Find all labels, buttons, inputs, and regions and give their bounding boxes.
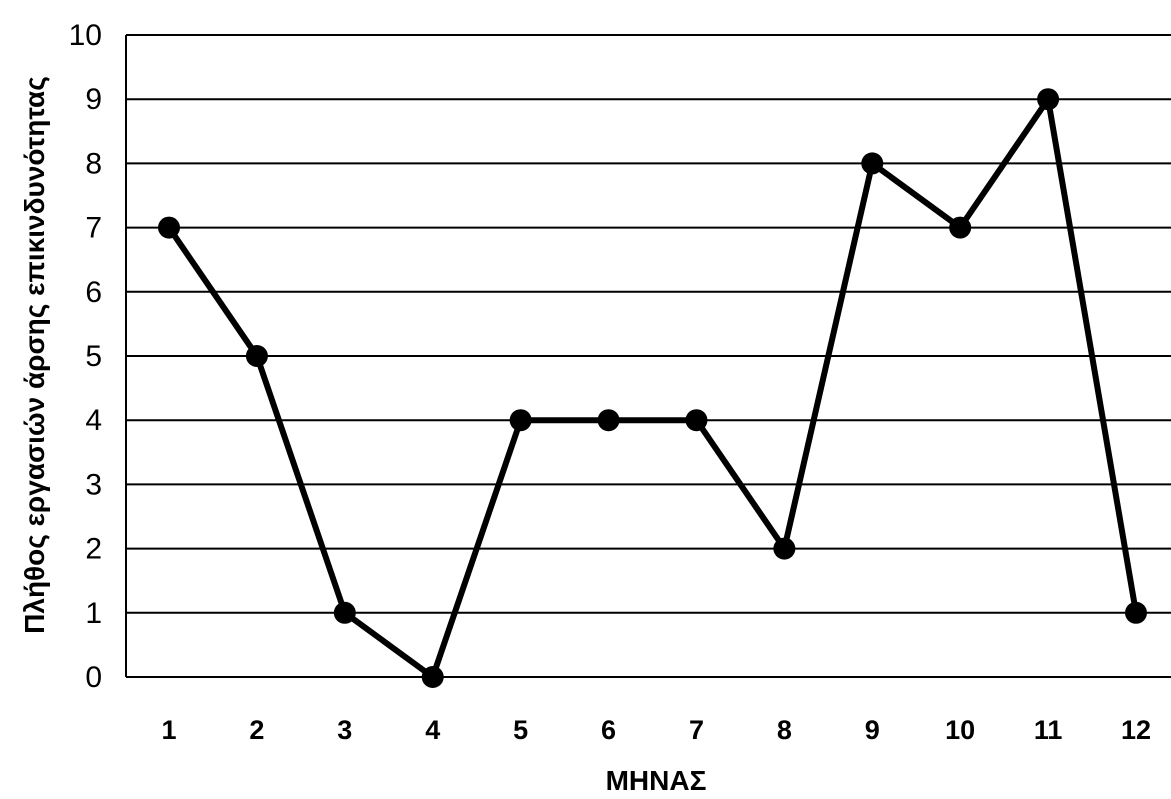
y-tick-label-9: 9 xyxy=(85,83,102,116)
series-line xyxy=(166,96,1139,680)
x-tick-label-5: 5 xyxy=(513,715,528,745)
data-point-1 xyxy=(158,216,180,239)
data-point-8 xyxy=(773,537,796,560)
x-tick-label-3: 3 xyxy=(337,715,352,745)
y-tick-label-2: 2 xyxy=(85,533,102,566)
data-points xyxy=(158,88,1147,688)
x-tick-label-1: 1 xyxy=(161,715,176,745)
y-tick-label-1: 1 xyxy=(85,597,102,630)
y-tick-label-0: 0 xyxy=(85,661,102,694)
x-tick-label-8: 8 xyxy=(777,715,792,745)
y-axis-title: Πλήθος εργασιών άρσης επικινδυνότητας xyxy=(19,76,50,634)
data-point-3 xyxy=(333,601,356,624)
gridlines xyxy=(126,34,1171,614)
y-tick-label-6: 6 xyxy=(85,276,102,309)
x-tick-label-6: 6 xyxy=(601,715,616,745)
axes xyxy=(125,35,1171,678)
x-tick-label-4: 4 xyxy=(425,715,440,745)
x-tick-label-10: 10 xyxy=(945,715,975,745)
data-point-12 xyxy=(1125,601,1147,624)
data-point-7 xyxy=(685,409,708,432)
x-tick-label-2: 2 xyxy=(249,715,264,745)
x-axis-title: ΜΗΝΑΣ xyxy=(606,765,707,796)
y-tick-label-5: 5 xyxy=(85,340,102,373)
series-line-0 xyxy=(166,96,1139,680)
data-point-10 xyxy=(949,216,972,239)
x-tick-labels: 1 2 3 4 5 6 7 8 9 10 11 12 xyxy=(161,715,1151,745)
x-tick-label-7: 7 xyxy=(689,715,704,745)
data-point-11 xyxy=(1037,88,1060,111)
data-point-5 xyxy=(509,409,532,432)
x-tick-label-9: 9 xyxy=(865,715,880,745)
y-tick-label-8: 8 xyxy=(85,147,102,180)
y-tick-label-7: 7 xyxy=(85,212,102,245)
data-point-2 xyxy=(245,345,268,367)
data-point-6 xyxy=(597,409,620,432)
data-point-4 xyxy=(421,666,444,688)
x-tick-label-12: 12 xyxy=(1121,715,1151,745)
y-tick-label-10: 10 xyxy=(69,19,102,52)
y-tick-labels: 0 1 2 3 4 5 6 7 8 9 10 xyxy=(69,19,102,694)
y-tick-label-3: 3 xyxy=(85,468,102,501)
x-tick-label-11: 11 xyxy=(1034,715,1063,745)
data-point-9 xyxy=(861,152,884,175)
y-tick-label-4: 4 xyxy=(85,404,102,437)
